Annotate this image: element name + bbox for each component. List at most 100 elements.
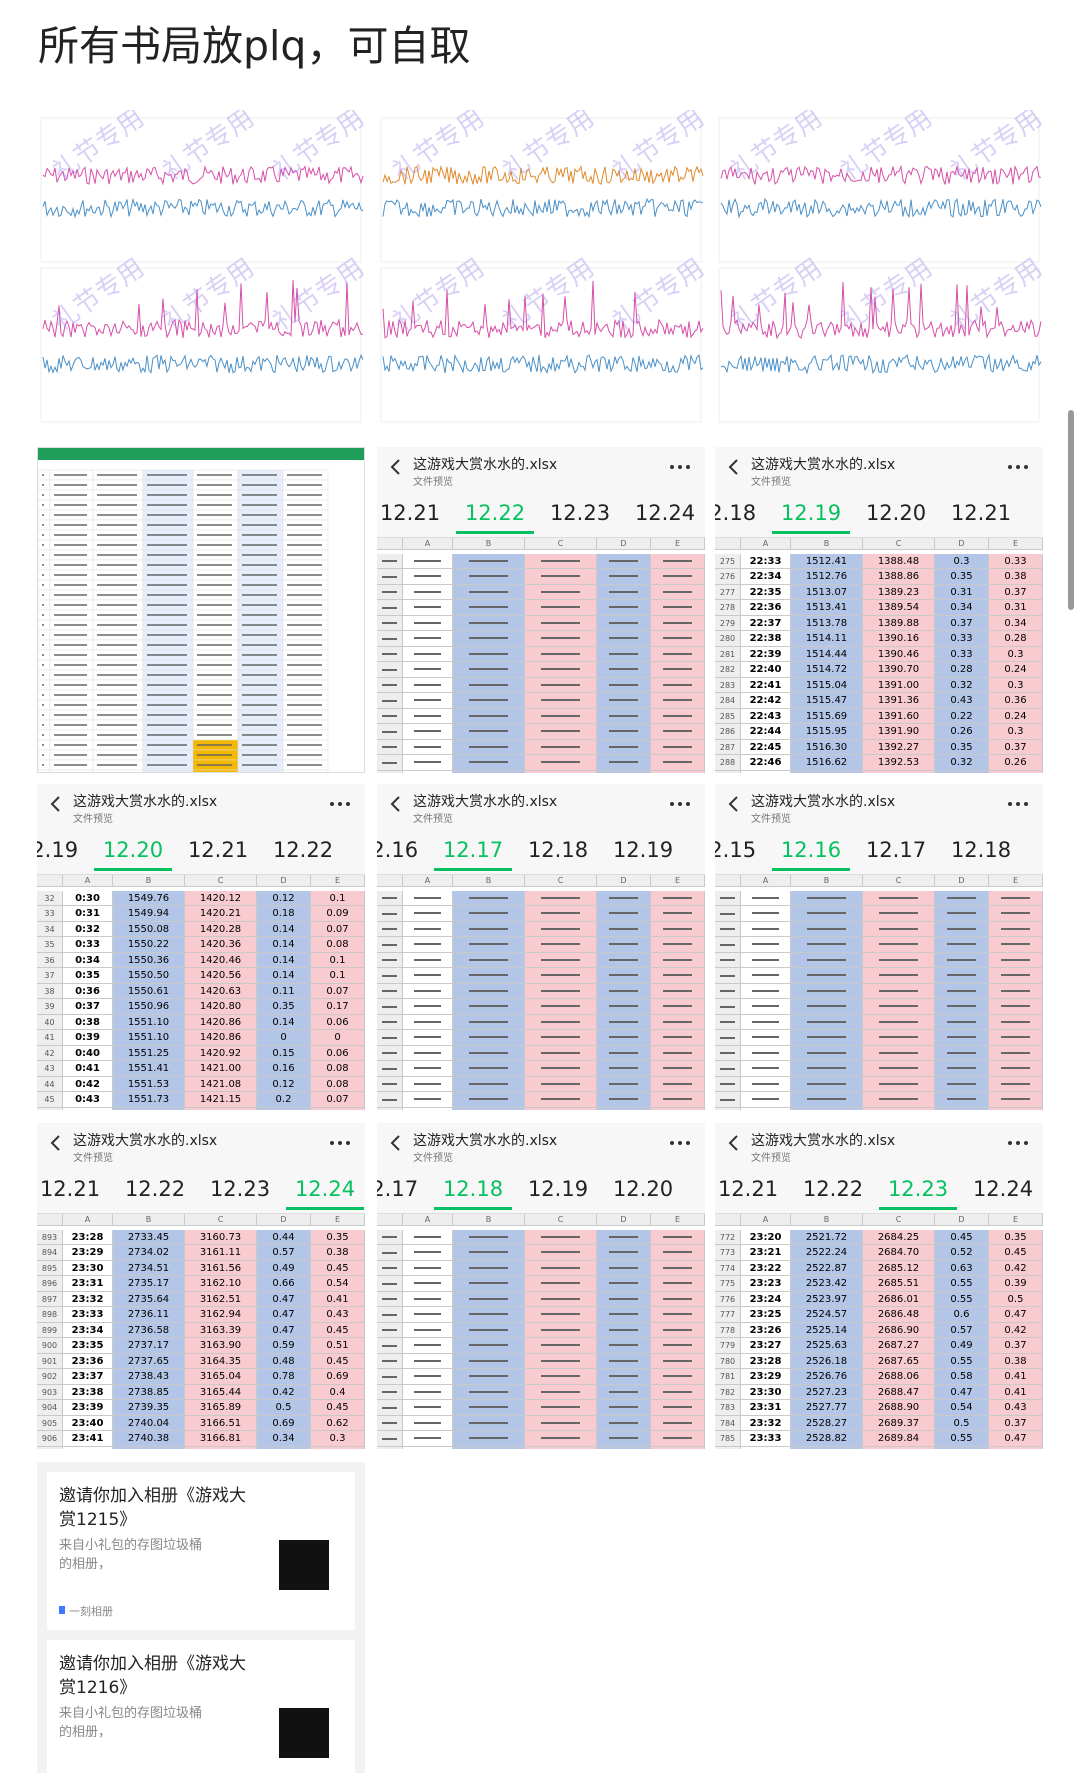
table-cell (651, 1322, 705, 1338)
date-tab[interactable]: 12.20 (612, 1177, 674, 1201)
date-tab[interactable]: 12.20 (94, 838, 172, 871)
table-cell: 0.69 (257, 1415, 311, 1431)
table-cell (935, 1076, 989, 1092)
more-icon[interactable] (1007, 464, 1029, 470)
back-icon[interactable] (49, 1133, 63, 1153)
dot (346, 1141, 350, 1145)
table-cell (377, 724, 403, 740)
table-row: 288 22:46 1516.62 1392.53 0.32 0.26 (715, 755, 1043, 771)
table-cell: 0.38 (989, 1353, 1043, 1369)
date-tab[interactable]: 12.18 (715, 501, 757, 525)
table-cell (651, 553, 705, 569)
table-cell (377, 906, 403, 922)
date-tab[interactable]: 12.21 (950, 501, 1012, 525)
date-tab[interactable]: 12.23 (209, 1177, 271, 1201)
more-icon[interactable] (329, 801, 351, 807)
table-cell (403, 1384, 453, 1400)
table-row (715, 1107, 1043, 1110)
back-icon[interactable] (727, 457, 741, 477)
date-tab[interactable]: 12.16 (772, 838, 850, 871)
more-icon[interactable] (669, 1140, 691, 1146)
column-letter: D (257, 875, 311, 887)
date-tab[interactable]: 12.19 (37, 838, 79, 862)
table-cell (453, 999, 525, 1015)
table-cell (453, 1045, 525, 1061)
table-cell: 2688.90 (863, 1400, 935, 1416)
table-cell (651, 1338, 705, 1354)
invite-card[interactable]: 邀请你加入相册《游戏大赏1215》 来自小礼包的存图垃圾桶的相册， 一刻相册 (47, 1472, 355, 1630)
date-tab[interactable]: 12.21 (187, 838, 249, 862)
date-tab[interactable]: 12.17 (865, 838, 927, 862)
date-tab[interactable]: 12.23 (879, 1177, 957, 1210)
table-cell (863, 1092, 935, 1108)
date-tab[interactable]: 12.17 (434, 838, 512, 871)
date-tab[interactable]: 12.19 (527, 1177, 589, 1201)
table-cell (651, 1291, 705, 1307)
date-tab[interactable]: 12.21 (39, 1177, 101, 1201)
table-cell (597, 584, 651, 600)
table-cell (715, 890, 741, 906)
table-cell (651, 983, 705, 999)
date-tab[interactable]: 12.15 (715, 838, 757, 862)
date-tab[interactable]: 12.19 (612, 838, 674, 862)
table-cell: 0.55 (935, 1291, 989, 1307)
table-cell (403, 921, 453, 937)
more-icon[interactable] (669, 801, 691, 807)
back-icon[interactable] (727, 794, 741, 814)
table-cell (525, 1400, 597, 1416)
back-icon[interactable] (389, 457, 403, 477)
table-cell (525, 1338, 597, 1354)
date-tab[interactable]: 12.24 (634, 501, 696, 525)
date-tab[interactable]: 12.22 (124, 1177, 186, 1201)
date-tab[interactable]: 12.19 (772, 501, 850, 534)
table-cell (597, 968, 651, 984)
table-cell: 0.34 (257, 1431, 311, 1447)
table-cell (453, 708, 525, 724)
table-cell (597, 1338, 651, 1354)
more-icon[interactable] (669, 464, 691, 470)
table-cell: 1420.63 (185, 983, 257, 999)
table-row (715, 770, 1043, 773)
date-tab[interactable]: 12.16 (377, 838, 419, 862)
table-row: 900 23:35 2737.17 3163.90 0.59 0.51 (37, 1338, 365, 1354)
date-tab[interactable]: 12.21 (717, 1177, 779, 1201)
back-icon[interactable] (727, 1133, 741, 1153)
table-row (715, 1092, 1043, 1108)
table-cell: 285 (715, 708, 741, 724)
date-tab[interactable]: 12.18 (527, 838, 589, 862)
table-cell: 0.44 (257, 1229, 311, 1245)
date-tab[interactable]: 12.22 (802, 1177, 864, 1201)
table-cell (935, 937, 989, 953)
date-tab[interactable]: 12.22 (456, 501, 534, 534)
date-tab[interactable]: 12.24 (286, 1177, 364, 1210)
invite-card[interactable]: 邀请你加入相册《游戏大赏1216》 来自小礼包的存图垃圾桶的相册， (47, 1640, 355, 1773)
table-cell (597, 569, 651, 585)
more-icon[interactable] (1007, 801, 1029, 807)
table-cell (791, 906, 863, 922)
more-icon[interactable] (1007, 1140, 1029, 1146)
table-cell (597, 708, 651, 724)
date-tab[interactable]: 12.24 (972, 1177, 1034, 1201)
table-cell: 1514.72 (791, 662, 863, 678)
back-icon[interactable] (389, 794, 403, 814)
more-icon[interactable] (329, 1140, 351, 1146)
table-cell (453, 1030, 525, 1046)
back-icon[interactable] (389, 1133, 403, 1153)
date-tab[interactable]: 12.18 (950, 838, 1012, 862)
date-tab[interactable]: 12.18 (434, 1177, 512, 1210)
date-tab[interactable]: 12.22 (272, 838, 334, 862)
date-tab[interactable]: 12.17 (377, 1177, 419, 1201)
table-cell (651, 755, 705, 771)
date-tab[interactable]: 12.20 (865, 501, 927, 525)
table-cell: 0.63 (935, 1260, 989, 1276)
date-tab[interactable]: 12.23 (549, 501, 611, 525)
preview-header: 这游戏大赏水水的.xlsx 文件预览 (377, 447, 705, 491)
back-icon[interactable] (49, 794, 63, 814)
table-cell (935, 968, 989, 984)
table-cell (791, 1030, 863, 1046)
table-cell (525, 937, 597, 953)
table-row (377, 553, 705, 569)
date-tab[interactable]: 12.21 (379, 501, 441, 525)
